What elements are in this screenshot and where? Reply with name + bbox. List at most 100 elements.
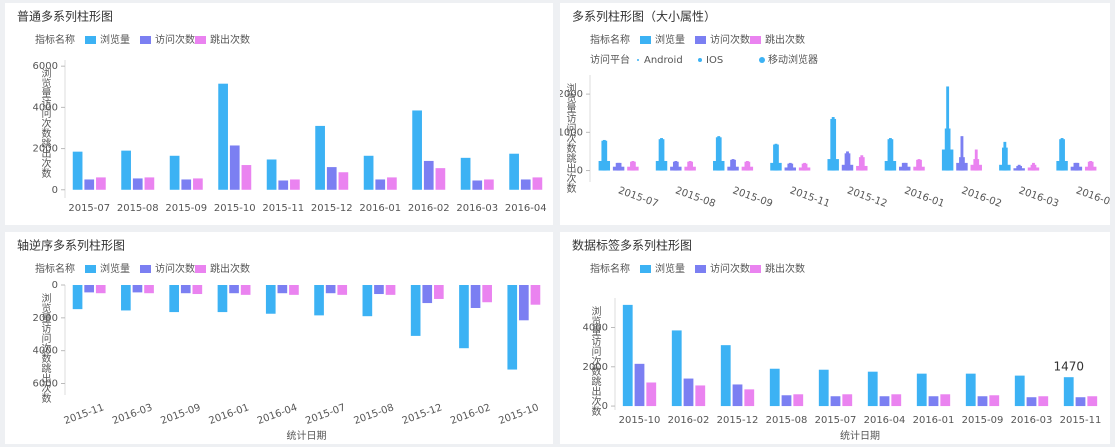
bar [484, 179, 494, 190]
bar [688, 160, 692, 171]
chart-title: 多系列柱形图（大小属性） [572, 9, 716, 24]
x-axis-title: 统计日期 [840, 429, 880, 442]
legend-title: 指标名称 [35, 262, 75, 275]
y-tick-label: 2000 [583, 362, 608, 373]
bar [769, 368, 780, 407]
bar [731, 159, 735, 171]
bar [846, 151, 849, 171]
size-legend-dot [698, 58, 702, 62]
bar [879, 396, 890, 407]
x-tick-label: 2015-12 [717, 415, 759, 426]
bar [132, 178, 143, 190]
bar [683, 378, 694, 407]
bar [532, 177, 543, 190]
y-tick-label: 0 [52, 280, 58, 291]
bar [192, 285, 203, 295]
bar [1014, 375, 1025, 407]
bar [362, 285, 373, 317]
x-tick-label: 2015-12 [311, 203, 353, 214]
bar [1060, 138, 1064, 171]
bar [482, 285, 492, 303]
bar [507, 285, 518, 370]
x-tick-label: 2015-09 [165, 203, 207, 214]
legend-swatch [695, 36, 706, 44]
bar [891, 394, 902, 407]
bar [434, 285, 444, 299]
legend-label: 跳出次数 [210, 262, 250, 275]
bar [169, 285, 179, 313]
y-axis-title: 浏览量访问次数跳出次数 [564, 82, 576, 194]
bar [180, 285, 191, 294]
bar [423, 160, 434, 190]
bar [671, 330, 682, 407]
bar [781, 395, 792, 407]
bar [229, 145, 240, 190]
y-axis-title: 浏览量访问次数跳出次数 [39, 67, 51, 179]
bar [744, 389, 755, 407]
bar [217, 285, 228, 313]
bar [121, 285, 131, 311]
x-tick-label: 2015-08 [117, 203, 159, 214]
bar [617, 162, 621, 171]
bar [1032, 162, 1035, 171]
bar [803, 162, 807, 171]
x-tick-label: 2015-07 [815, 415, 857, 426]
bar [72, 285, 83, 310]
y-tick-label: 0 [602, 401, 608, 412]
x-tick-label: 2016-03 [456, 203, 498, 214]
bar [818, 369, 829, 407]
bar [660, 138, 663, 171]
bar [530, 285, 541, 305]
bar [1075, 397, 1086, 407]
size-legend-label: 移动浏览器 [768, 53, 818, 66]
bar [422, 285, 433, 304]
size-legend-title: 访问平台 [590, 53, 630, 66]
size-legend-label: Android [644, 55, 683, 66]
bar [121, 150, 131, 190]
legend-label: 跳出次数 [210, 33, 250, 46]
bar [989, 395, 1000, 407]
bar [793, 394, 804, 407]
y-tick-label: 4000 [33, 346, 58, 357]
bar [977, 396, 988, 407]
bar [314, 285, 324, 316]
y-axis-title: 浏览量访问次数跳出次数 [39, 292, 51, 404]
bar [831, 117, 835, 171]
bar [290, 179, 300, 190]
bar [974, 149, 978, 171]
bar [289, 285, 299, 295]
bar [193, 178, 203, 190]
bar [842, 394, 853, 407]
legend-title: 指标名称 [35, 33, 75, 46]
bar [774, 143, 778, 171]
panel-bg [560, 232, 1110, 444]
bar [385, 285, 396, 295]
size-legend-dot [759, 57, 765, 63]
bar [169, 155, 180, 190]
bar [1038, 396, 1049, 407]
legend-label: 访问次数 [155, 33, 195, 46]
chart-title: 普通多系列柱形图 [17, 9, 113, 24]
x-tick-label: 2015-11 [262, 203, 304, 214]
bar [960, 136, 964, 171]
legend-swatch [695, 265, 706, 273]
bar [903, 162, 907, 171]
y-tick-label: 2000 [33, 144, 58, 155]
bar [1074, 162, 1078, 171]
x-tick-label: 2015-07 [68, 203, 110, 214]
bar [410, 285, 421, 336]
y-tick-label: 0 [52, 185, 58, 196]
bar [860, 155, 864, 171]
bar [132, 285, 143, 293]
bar [928, 396, 939, 407]
bar [472, 180, 483, 190]
x-axis-title: 统计日期 [287, 429, 327, 442]
bar [520, 179, 531, 190]
bar [72, 151, 83, 190]
legend-label: 访问次数 [155, 262, 195, 275]
bar [459, 285, 469, 349]
